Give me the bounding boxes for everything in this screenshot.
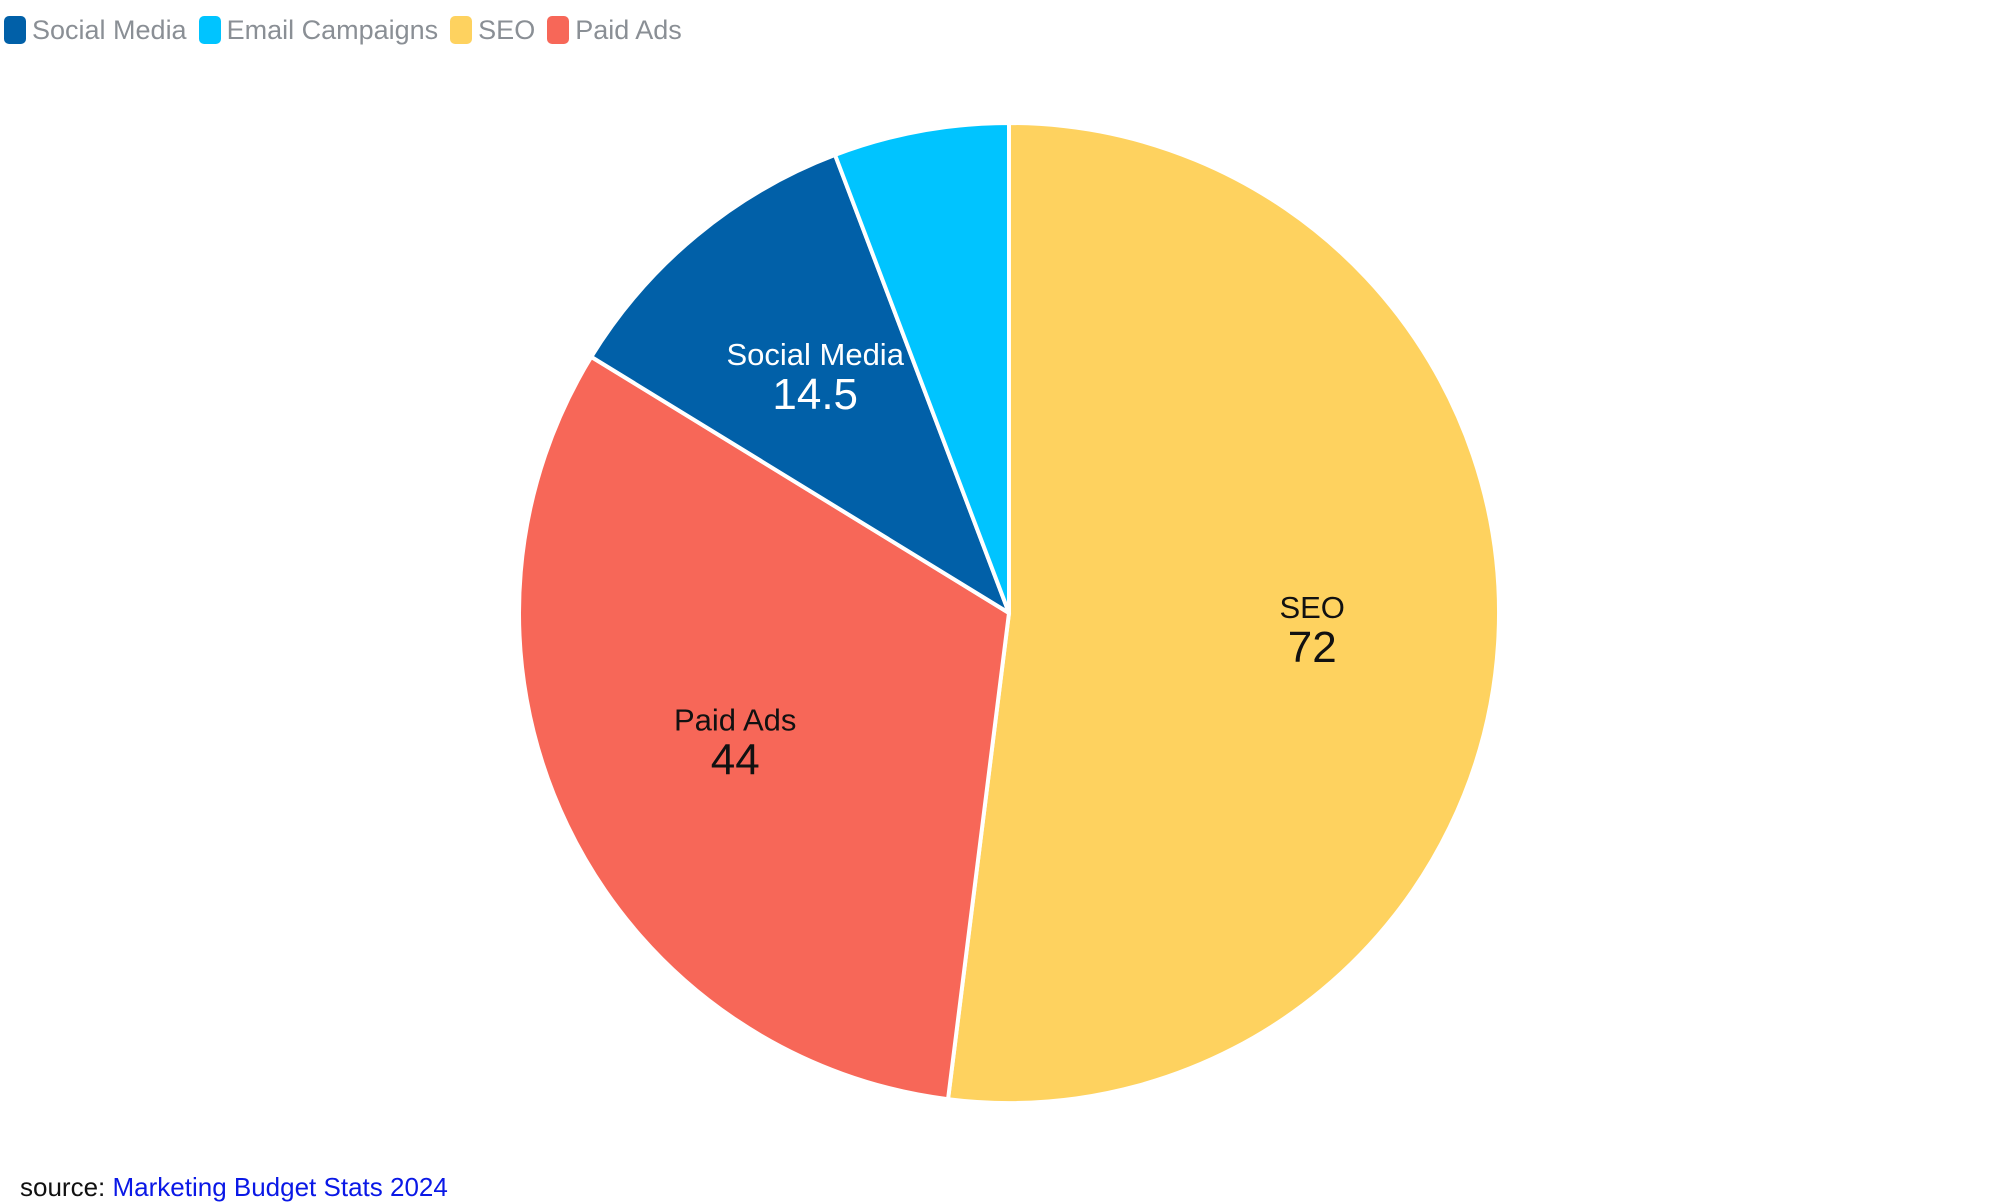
slice-label-name-paid-ads: Paid Ads [674, 703, 796, 738]
legend-item-email-campaigns[interactable]: Email Campaigns [198, 14, 439, 45]
legend-swatch-social-media [4, 16, 26, 44]
slice-label-value-paid-ads: 44 [711, 736, 760, 785]
legend-item-seo[interactable]: SEO [450, 16, 535, 44]
legend-item-social-media[interactable]: Social Media [4, 16, 187, 44]
slice-label-value-seo: 72 [1288, 623, 1337, 672]
source-link[interactable]: Marketing Budget Stats 2024 [112, 1172, 448, 1202]
source-note: source: Marketing Budget Stats 2024 [20, 1172, 448, 1203]
legend-swatch-paid-ads [547, 16, 570, 44]
legend-swatch-seo [450, 16, 473, 44]
source-prefix: source: [20, 1172, 106, 1202]
pie-slices [517, 121, 1502, 1105]
pie-slice-email-campaigns[interactable] [833, 121, 1011, 615]
pie-slice-social-media[interactable] [589, 152, 1011, 615]
slice-label-value-social-media: 14.5 [772, 370, 858, 419]
pie-slice-paid-ads[interactable] [517, 354, 1011, 1102]
slice-label-name-social-media: Social Media [726, 337, 904, 372]
chart-legend: Social Media Email Campaigns SEO Paid Ad… [4, 10, 682, 50]
legend-label-seo: SEO [478, 14, 536, 45]
legend-label-email-campaigns: Email Campaigns [226, 14, 439, 45]
pie-slice-seo[interactable] [946, 121, 1502, 1105]
slice-label-name-seo: SEO [1279, 590, 1344, 625]
legend-label-paid-ads: Paid Ads [575, 14, 682, 45]
legend-swatch-email-campaigns [198, 16, 221, 44]
legend-item-paid-ads[interactable]: Paid Ads [547, 16, 682, 44]
legend-label-social-media: Social Media [32, 14, 187, 45]
